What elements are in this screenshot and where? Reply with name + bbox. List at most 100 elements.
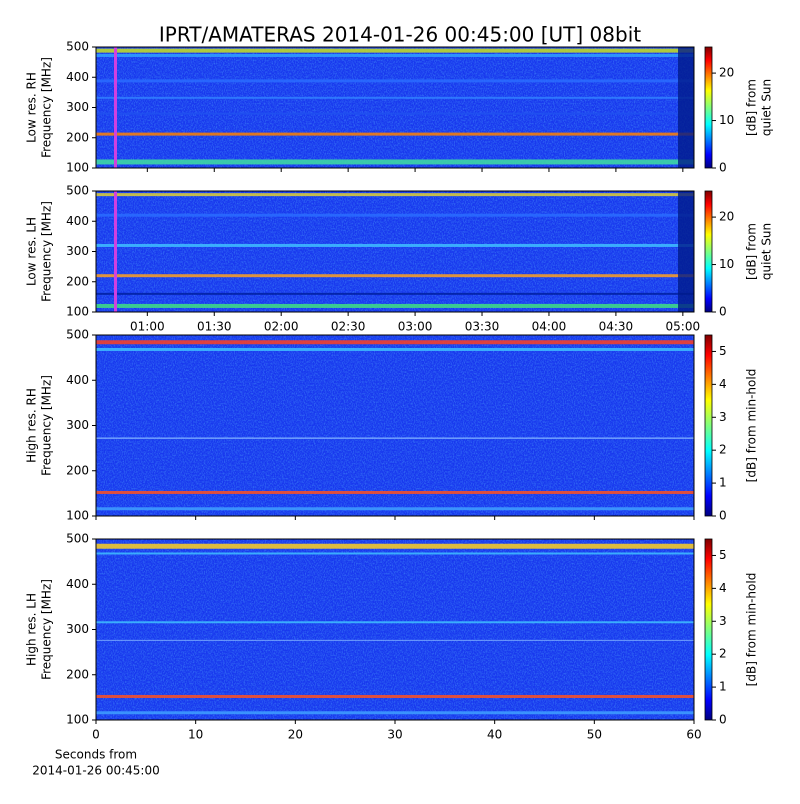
colorbar-tick-label: 1	[719, 680, 727, 694]
spectral-band	[96, 53, 694, 57]
colorbar-tick-label: 2	[719, 443, 727, 457]
y-tick-label: 500	[66, 40, 89, 54]
spectral-band	[96, 507, 694, 511]
y-tick-label: 100	[66, 305, 89, 319]
colorbar-tick-label: 0	[719, 509, 727, 523]
spectral-band	[96, 543, 694, 549]
spectral-band	[96, 159, 694, 165]
y-axis-label: Frequency [MHz]	[40, 201, 54, 302]
spectral-band	[96, 711, 694, 715]
spectral-band	[96, 96, 694, 99]
y-tick-label: 200	[66, 463, 89, 477]
colorbar-tick-label: 4	[719, 581, 727, 595]
spectral-band	[96, 243, 694, 247]
y-tick-label: 500	[66, 184, 89, 198]
colorbar	[704, 538, 713, 721]
colorbar-tick-label: 0	[719, 305, 727, 319]
y-axis-label: High res. LH	[25, 593, 39, 666]
x-tick-label: 01:30	[197, 320, 232, 334]
y-axis-label: Frequency [MHz]	[40, 579, 54, 680]
colorbar-tick-label: 1	[719, 476, 727, 490]
x-tick-label: 03:00	[398, 320, 433, 334]
colorbar	[704, 190, 713, 313]
y-tick-label: 500	[66, 532, 89, 546]
spectrogram-noise	[96, 539, 694, 720]
y-tick-label: 300	[66, 418, 89, 432]
x-tick-label: 02:00	[264, 320, 299, 334]
spectral-band	[96, 552, 694, 555]
spectral-band	[96, 274, 694, 278]
spectral-band	[96, 48, 694, 53]
y-tick-label: 400	[66, 373, 89, 387]
spectral-band	[96, 213, 694, 217]
spectral-band	[96, 437, 694, 439]
y-tick-label: 200	[66, 667, 89, 681]
colorbar-tick-label: 5	[719, 344, 727, 358]
x-tick-label: 20	[288, 728, 303, 742]
x-tick-label: 05:00	[666, 320, 701, 334]
data-gap	[678, 191, 694, 312]
colorbar-tick-label: 0	[719, 713, 727, 727]
x-tick-label: 0	[92, 728, 100, 742]
colorbar-tick-label: 3	[719, 614, 727, 628]
spectral-band	[96, 132, 694, 136]
y-tick-label: 400	[66, 70, 89, 84]
y-tick-label: 200	[66, 130, 89, 144]
x-axis-label: 2014-01-26 00:45:00	[32, 764, 159, 778]
colorbar-tick-label: 20	[719, 66, 734, 80]
y-tick-label: 100	[66, 713, 89, 727]
spectral-band	[96, 694, 694, 698]
spectral-band	[96, 347, 694, 351]
colorbar-tick-label: 5	[719, 548, 727, 562]
colorbar-tick-label: 2	[719, 647, 727, 661]
spectral-band	[96, 79, 694, 83]
colorbar-label: [dB] from min-hold	[745, 573, 759, 687]
y-axis-label: Frequency [MHz]	[40, 57, 54, 158]
spectral-band	[96, 112, 694, 115]
spectral-band	[96, 639, 694, 641]
colorbar-tick-label: 10	[719, 113, 734, 127]
y-tick-label: 100	[66, 509, 89, 523]
y-tick-label: 200	[66, 274, 89, 288]
y-tick-label: 500	[66, 328, 89, 342]
colorbar-label: quiet Sun	[760, 223, 774, 280]
x-tick-label: 30	[387, 728, 402, 742]
y-tick-label: 400	[66, 577, 89, 591]
y-tick-label: 100	[66, 161, 89, 175]
colorbar-tick-label: 0	[719, 161, 727, 175]
colorbar-label: [dB] from	[745, 79, 759, 136]
colorbar	[704, 334, 713, 517]
y-axis-label: Low res. LH	[25, 217, 39, 286]
y-axis-label: Frequency [MHz]	[40, 375, 54, 476]
x-tick-label: 40	[487, 728, 502, 742]
colorbar	[704, 46, 713, 169]
x-tick-label: 02:30	[331, 320, 366, 334]
colorbar-label: [dB] from	[745, 223, 759, 280]
colorbar-label: [dB] from min-hold	[745, 369, 759, 483]
x-tick-label: 03:30	[465, 320, 500, 334]
y-tick-label: 300	[66, 100, 89, 114]
colorbar-label: quiet Sun	[760, 79, 774, 136]
spectral-band	[96, 340, 694, 345]
spectral-band	[96, 490, 694, 494]
x-tick-label: 04:30	[599, 320, 634, 334]
marker-line	[114, 47, 117, 168]
y-axis-label: High res. RH	[25, 388, 39, 463]
colorbar-tick-label: 10	[719, 257, 734, 271]
y-tick-label: 300	[66, 622, 89, 636]
y-tick-label: 400	[66, 214, 89, 228]
y-axis-label: Low res. RH	[25, 72, 39, 143]
x-tick-label: 60	[686, 728, 701, 742]
colorbar-tick-label: 4	[719, 377, 727, 391]
spectrogram-noise	[96, 191, 694, 312]
spectral-band	[96, 303, 694, 308]
title: IPRT/AMATERAS 2014-01-26 00:45:00 [UT] 0…	[159, 23, 641, 47]
x-tick-label: 50	[587, 728, 602, 742]
spectrogram-noise	[96, 47, 694, 168]
spectral-band	[96, 621, 694, 624]
y-tick-label: 300	[66, 244, 89, 258]
colorbar-tick-label: 20	[719, 210, 734, 224]
data-gap	[678, 47, 694, 168]
colorbar-tick-label: 3	[719, 410, 727, 424]
